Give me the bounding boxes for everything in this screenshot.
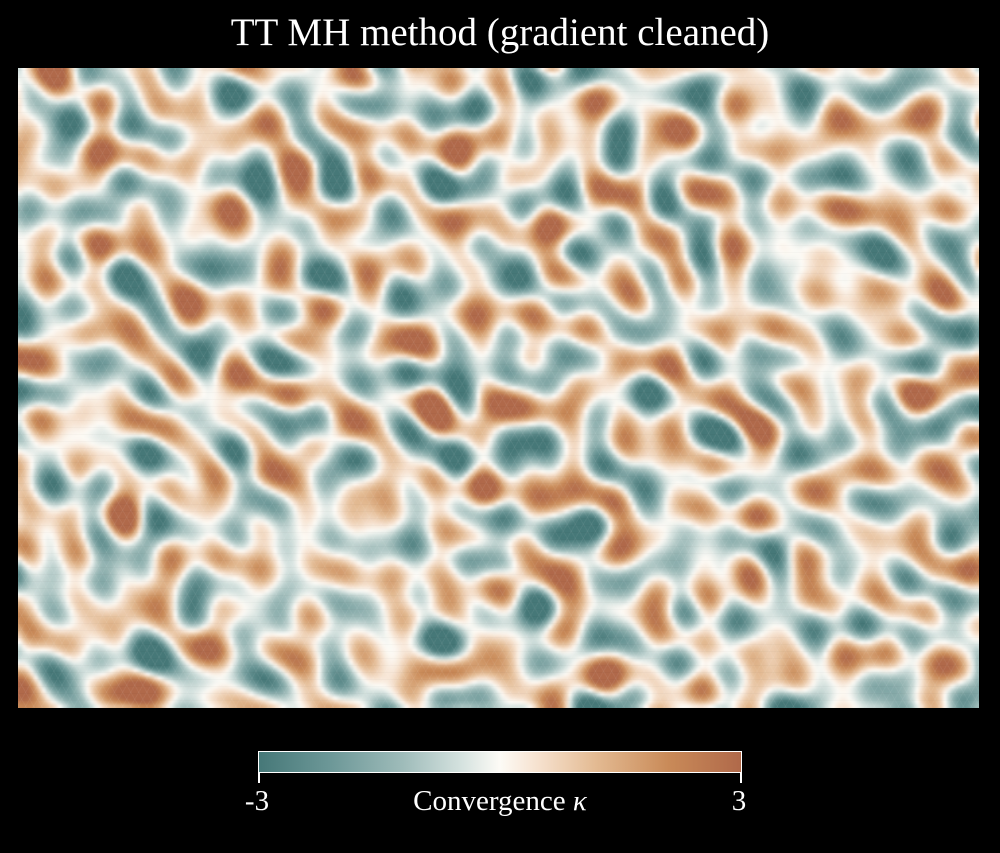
figure-title: TT MH method (gradient cleaned) bbox=[230, 11, 770, 54]
convergence-map-canvas bbox=[18, 68, 979, 708]
colorbar-min-label: -3 bbox=[244, 785, 270, 817]
colorbar-max-label: 3 bbox=[731, 785, 747, 817]
kappa-symbol: κ bbox=[572, 785, 587, 817]
colorbar-label: Convergence κ bbox=[0, 785, 1000, 818]
colorbar bbox=[258, 751, 742, 773]
colorbar-label-text: Convergence bbox=[413, 785, 566, 817]
colorbar-tick-max bbox=[740, 772, 742, 783]
colorbar-tick-min bbox=[258, 772, 260, 783]
